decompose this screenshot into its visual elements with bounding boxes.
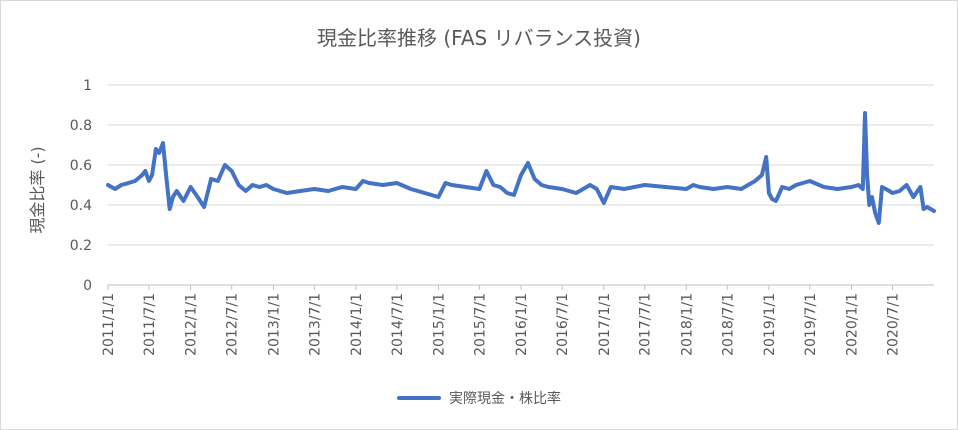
x-tick-label: 2014/7/1 xyxy=(390,293,406,356)
series-line xyxy=(106,111,936,225)
y-tick-label: 0.8 xyxy=(70,118,92,134)
x-tick-label: 2017/7/1 xyxy=(638,293,654,356)
y-tick-label: 1 xyxy=(83,78,92,94)
x-tick-label: 2011/1/1 xyxy=(101,293,117,356)
x-tick-label: 2012/7/1 xyxy=(225,293,241,356)
y-tick-label: 0.4 xyxy=(70,198,92,214)
x-tick-label: 2019/7/1 xyxy=(803,293,819,356)
x-tick-label: 2017/1/1 xyxy=(597,293,613,356)
legend-label: 実際現金・株比率 xyxy=(449,391,561,407)
legend-swatch xyxy=(397,396,441,400)
y-tick-label: 0.6 xyxy=(70,158,92,174)
x-tick-label: 2020/7/1 xyxy=(886,293,902,356)
x-tick-label: 2019/1/1 xyxy=(762,293,778,356)
x-tick-label: 2020/1/1 xyxy=(844,293,860,356)
x-tick-label: 2015/7/1 xyxy=(472,293,488,356)
x-tick-label: 2016/7/1 xyxy=(555,293,571,356)
chart-title: 現金比率推移 (FAS リバランス投資) xyxy=(317,26,641,50)
x-tick-label: 2013/7/1 xyxy=(307,293,323,356)
y-tick-label: 0.2 xyxy=(70,238,92,254)
x-tick-label: 2014/1/1 xyxy=(349,293,365,356)
x-tick-label: 2012/1/1 xyxy=(184,293,200,356)
y-tick-label: 0 xyxy=(83,278,92,294)
x-tick-label: 2013/1/1 xyxy=(266,293,282,356)
x-tick-label: 2018/1/1 xyxy=(679,293,695,356)
x-tick-label: 2018/7/1 xyxy=(720,293,736,356)
x-tick-label: 2016/1/1 xyxy=(514,293,530,356)
legend: 実際現金・株比率 xyxy=(0,388,958,408)
x-tick-label: 2015/1/1 xyxy=(431,293,447,356)
x-tick-label: 2011/7/1 xyxy=(142,293,158,356)
